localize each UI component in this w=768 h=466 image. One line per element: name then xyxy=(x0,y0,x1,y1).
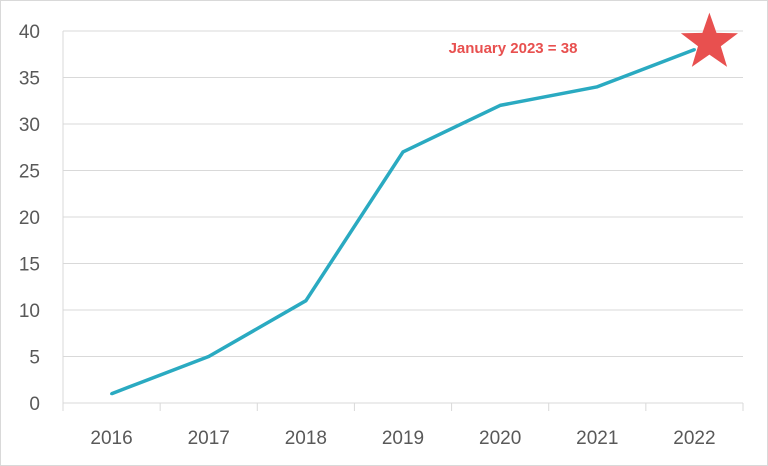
x-tick-label-2020: 2020 xyxy=(479,428,521,449)
gridlines xyxy=(63,30,743,357)
data-point-2021 xyxy=(595,85,599,89)
x-tick-label-2018: 2018 xyxy=(285,428,327,449)
data-point-2017 xyxy=(207,355,211,358)
x-tick-label-2016: 2016 xyxy=(90,428,132,449)
y-tick-label-15: 15 xyxy=(19,255,40,276)
data-point-2022 xyxy=(692,48,696,52)
x-axis-tick-labels: 2016 2017 2018 2019 2020 2021 2022 xyxy=(90,428,715,449)
axes xyxy=(62,31,744,411)
data-point-2019 xyxy=(401,150,405,154)
annotation-label: January 2023 = 38 xyxy=(449,40,578,57)
data-point-2016 xyxy=(110,392,114,396)
x-tick-label-2022: 2022 xyxy=(673,428,715,449)
x-tick-label-2021: 2021 xyxy=(576,428,618,449)
y-tick-label-0: 0 xyxy=(29,394,40,415)
y-tick-label-30: 30 xyxy=(19,115,40,136)
star-marker xyxy=(680,12,738,67)
y-tick-label-20: 20 xyxy=(19,208,40,229)
x-tick-label-2017: 2017 xyxy=(188,428,230,449)
series-layer xyxy=(110,47,696,396)
series-line xyxy=(110,47,696,396)
x-tick-label-2019: 2019 xyxy=(382,428,424,449)
y-tick-label-40: 40 xyxy=(19,22,40,43)
annotation-layer: January 2023 = 38 xyxy=(449,12,738,67)
y-tick-label-25: 25 xyxy=(19,162,40,183)
y-tick-label-10: 10 xyxy=(19,301,40,322)
y-axis-tick-labels: 0 5 10 15 20 25 30 35 40 xyxy=(19,22,40,415)
data-point-2018 xyxy=(304,299,308,303)
y-tick-label-5: 5 xyxy=(29,348,40,369)
data-point-2020 xyxy=(498,103,502,107)
y-tick-label-35: 35 xyxy=(19,69,40,90)
